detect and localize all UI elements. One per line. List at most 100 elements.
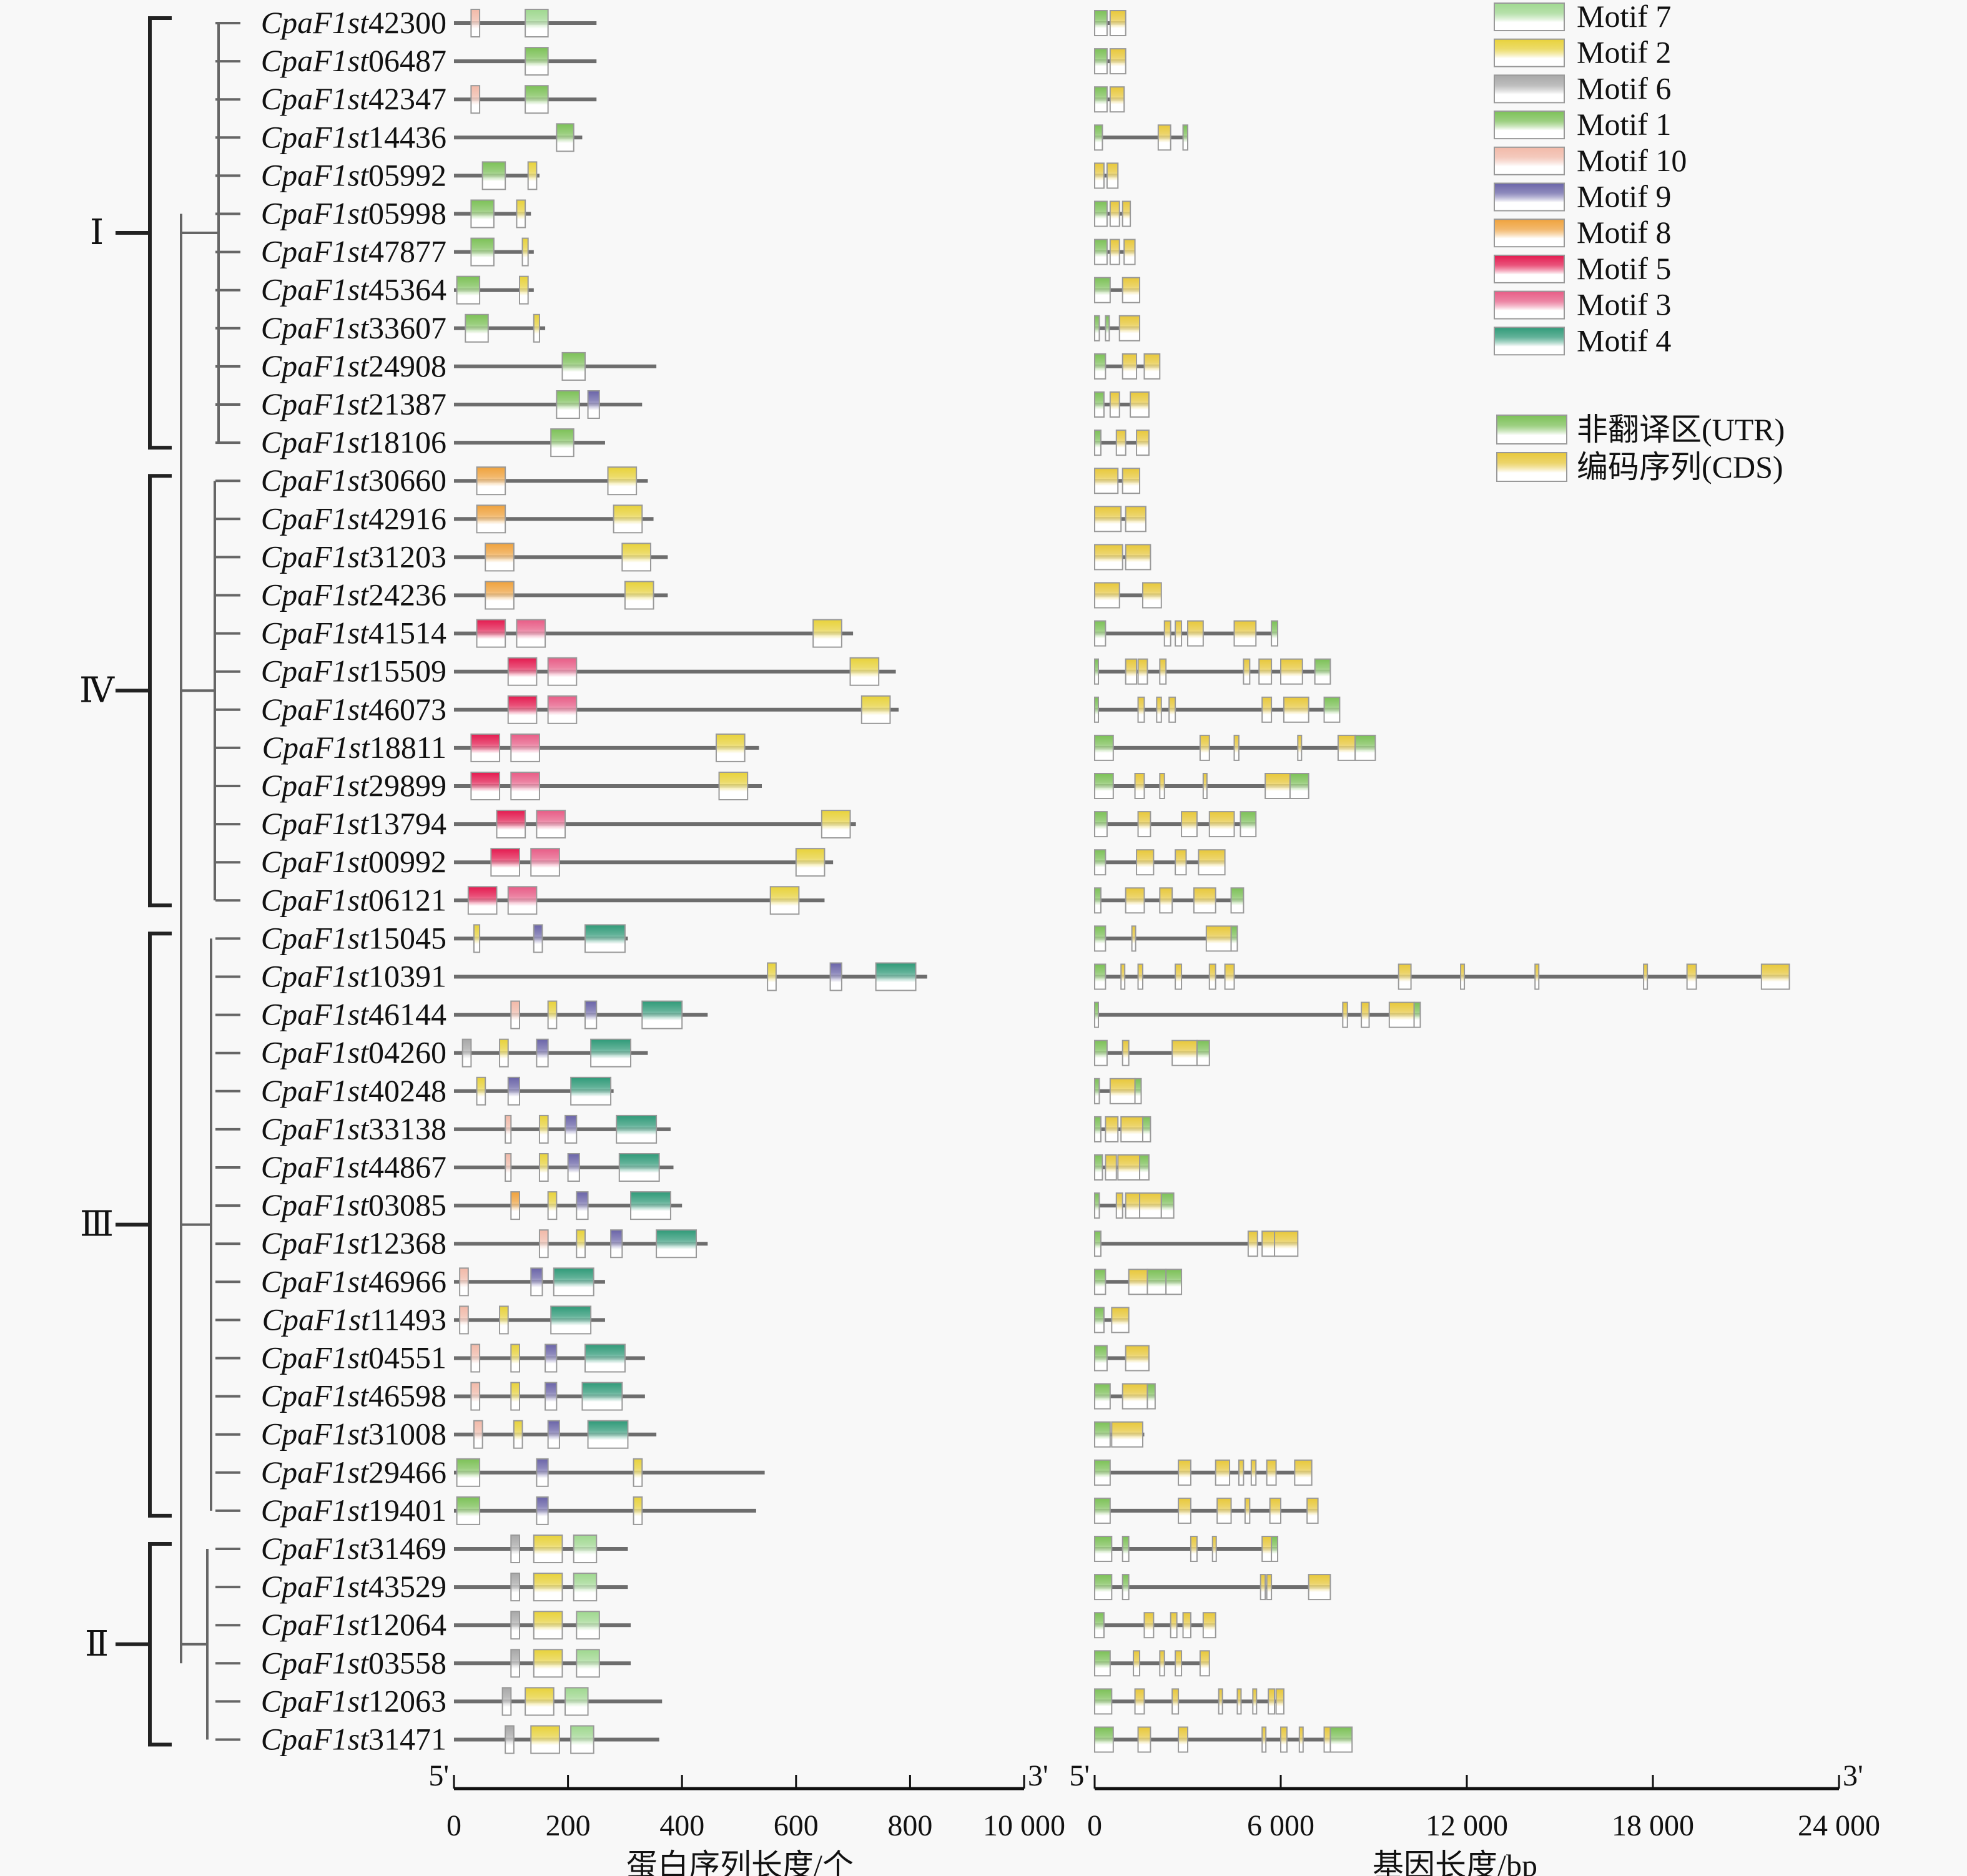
cds-box	[1175, 1650, 1183, 1677]
motif-box-motif-4	[618, 1153, 660, 1182]
motif-box-motif-10	[470, 85, 481, 114]
motif-box-motif-2	[533, 1535, 563, 1563]
cds-box	[1260, 1574, 1266, 1601]
cds-box	[1269, 1497, 1282, 1524]
utr-box	[1122, 1536, 1130, 1562]
cds-box	[1170, 1612, 1178, 1639]
cds-box	[1143, 353, 1161, 380]
cds-box	[1159, 887, 1173, 914]
cds-box	[1118, 315, 1141, 341]
protein-axis-tick-label: 600	[774, 1809, 819, 1842]
motif-box-motif-2	[547, 1191, 558, 1220]
protein-axis-tick-label: 800	[887, 1809, 932, 1842]
cds-box	[1233, 734, 1240, 761]
gene-label: CpaF1st31471	[261, 1722, 446, 1757]
motif-box-motif-2	[860, 695, 891, 724]
cds-box	[1224, 963, 1235, 990]
motif-box-motif-9	[564, 1114, 578, 1144]
legend-label: Motif 1	[1577, 107, 1671, 142]
motif-box-motif-2	[547, 1000, 558, 1029]
gene-label: CpaF1st44867	[261, 1149, 446, 1184]
motif-box-motif-10	[459, 1267, 469, 1297]
motif-box-motif-7	[525, 9, 549, 37]
utr-box	[1354, 734, 1376, 761]
legend-swatch-motif-3	[1494, 290, 1565, 320]
gene-label: CpaF1st42300	[261, 5, 446, 40]
cds-box	[1342, 1001, 1348, 1028]
legend-label: Motif 4	[1577, 323, 1671, 358]
gene-axis-start-label: 5'	[1069, 1759, 1090, 1792]
motif-box-motif-5	[470, 733, 501, 762]
motif-box-motif-9	[829, 962, 842, 991]
legend-label: Motif 7	[1577, 0, 1671, 34]
gene-label: CpaF1st47877	[261, 234, 446, 269]
legend-swatch-motif-4	[1494, 327, 1565, 356]
motif-box-motif-9	[536, 1458, 549, 1487]
cds-box	[1094, 468, 1119, 494]
motif-box-motif-4	[584, 1343, 626, 1373]
gene-label: CpaF1st15509	[261, 654, 446, 689]
gene-axis-tick-label: 12 000	[1426, 1809, 1508, 1842]
cds-box	[1125, 658, 1138, 685]
cds-box	[1168, 696, 1176, 723]
cds-box	[1643, 963, 1649, 990]
legend-label: Motif 8	[1577, 215, 1671, 250]
motif-box-motif-3	[536, 810, 566, 839]
gene-label: CpaF1st21387	[261, 386, 446, 421]
gene-label: CpaF1st11493	[262, 1302, 446, 1337]
cds-box	[1115, 1192, 1123, 1219]
utr-box	[1094, 1421, 1111, 1448]
protein-axis-tick-label: 400	[659, 1809, 704, 1842]
cds-box	[1122, 468, 1141, 494]
utr-box	[1105, 315, 1110, 341]
motif-box-motif-9	[536, 1038, 549, 1068]
gene-label: CpaF1st12368	[261, 1225, 446, 1260]
utr-box	[1323, 696, 1341, 723]
cds-box	[1283, 696, 1309, 723]
gene-label: CpaF1st41514	[261, 616, 446, 651]
legend-label: Motif 9	[1577, 179, 1671, 214]
motif-box-motif-9	[507, 1076, 520, 1106]
cds-box	[1136, 849, 1155, 876]
motif-box-motif-9	[584, 1000, 598, 1029]
legend-label: 编码序列(CDS)	[1577, 449, 1783, 484]
motif-box-motif-7	[570, 1725, 594, 1754]
cds-box	[1388, 1001, 1415, 1028]
utr-box	[1094, 1269, 1107, 1295]
utr-box	[1240, 811, 1257, 838]
motif-box-motif-1	[556, 390, 580, 419]
motif-box-motif-7	[576, 1649, 600, 1678]
utr-box	[1094, 430, 1102, 456]
cds-box	[1137, 963, 1143, 990]
cds-box	[1109, 86, 1125, 113]
cds-box	[1261, 1726, 1267, 1753]
utr-box	[1094, 887, 1102, 914]
utr-box	[1230, 925, 1238, 952]
motif-box-motif-1	[456, 1458, 481, 1487]
motif-box-motif-10	[470, 1343, 481, 1373]
utr-box	[1094, 1192, 1100, 1219]
motif-box-motif-1	[525, 85, 549, 114]
gene-name-labels: CpaF1st42300CpaF1st06487CpaF1st42347CpaF…	[261, 5, 446, 1757]
motif-box-motif-1	[525, 47, 549, 76]
cds-box	[1534, 963, 1540, 990]
motif-box-motif-9	[545, 1382, 558, 1411]
cds-box	[1243, 658, 1251, 685]
motif-box-motif-5	[467, 886, 498, 915]
gene-label: CpaF1st40248	[261, 1073, 446, 1108]
cds-box	[1120, 963, 1126, 990]
motif-box-motif-10	[473, 1420, 483, 1449]
utr-box	[1094, 1116, 1102, 1142]
cds-box	[1094, 506, 1122, 533]
utr-box	[1094, 10, 1108, 36]
utr-box	[1094, 1688, 1113, 1715]
utr-box	[1094, 1001, 1099, 1028]
legend-swatch-motif-9	[1494, 182, 1565, 212]
cds-box	[1134, 773, 1145, 799]
gene-label: CpaF1st46966	[261, 1264, 446, 1299]
motif-box-motif-10	[505, 1153, 512, 1182]
legend-label: 非翻译区(UTR)	[1577, 412, 1785, 447]
motif-box-motif-4	[553, 1267, 594, 1297]
gene-label: CpaF1st12063	[261, 1683, 446, 1718]
